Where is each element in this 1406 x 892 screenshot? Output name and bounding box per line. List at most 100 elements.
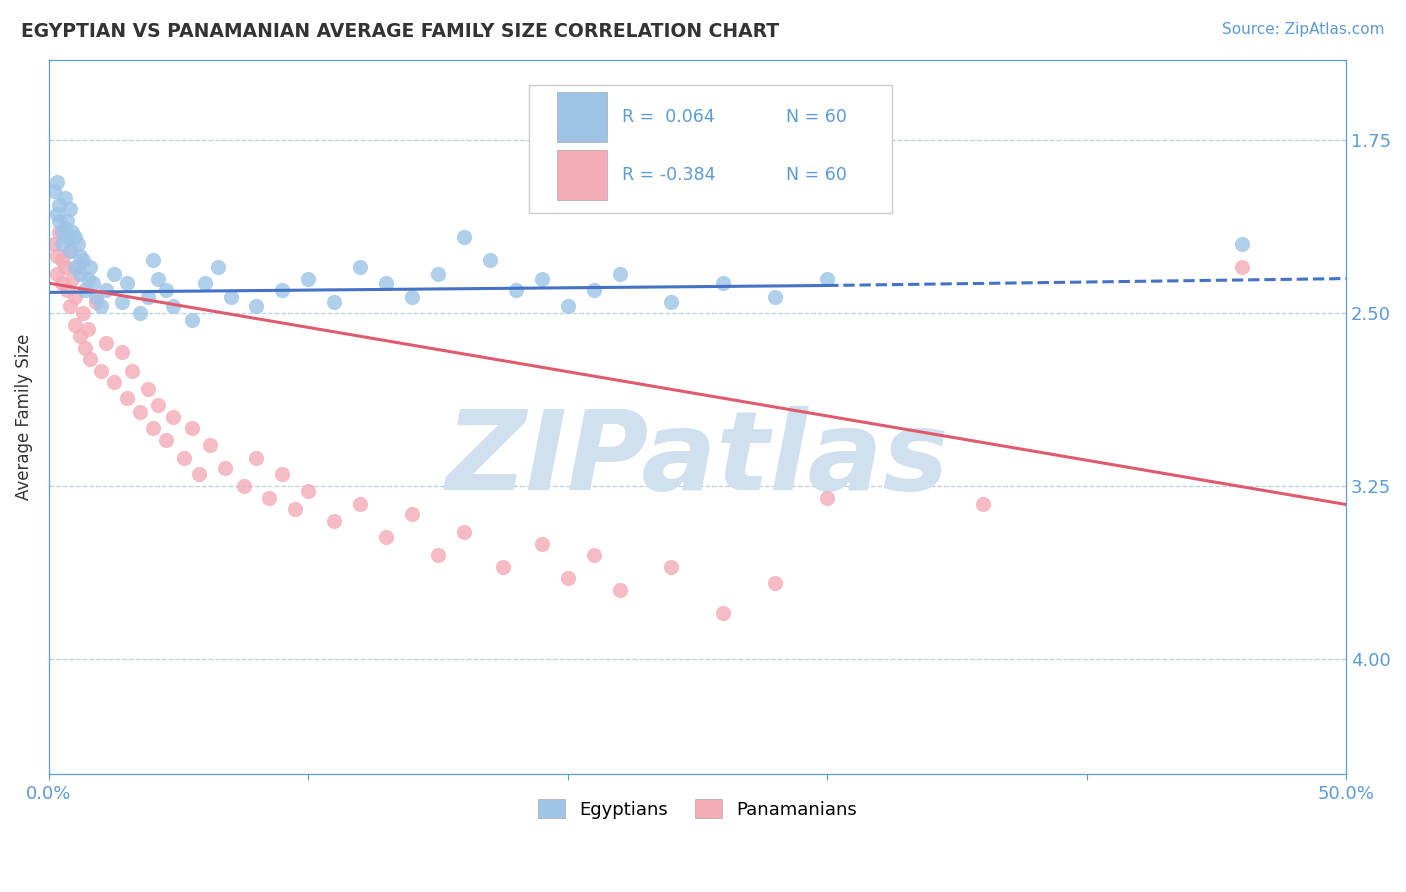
Point (214, 460, 236, 475)
Point (609, 267, 631, 281)
Point (180, 421, 202, 435)
Point (53, 220, 76, 235)
Point (66, 260, 89, 274)
Point (59, 202, 82, 217)
Point (128, 306, 150, 320)
Point (557, 571, 579, 585)
Point (162, 409, 184, 424)
Point (59, 244, 82, 258)
Point (79, 352, 101, 367)
Point (711, 606, 734, 620)
Point (530, 271, 553, 285)
Point (75, 341, 97, 355)
Text: R =  0.064: R = 0.064 (623, 109, 716, 127)
Point (815, 271, 838, 285)
Point (297, 483, 319, 498)
Point (711, 276, 734, 290)
Point (259, 491, 281, 505)
Point (427, 267, 450, 281)
Point (146, 271, 169, 285)
Point (142, 421, 165, 435)
Point (207, 260, 229, 274)
Point (56, 214, 79, 228)
Point (1230, 260, 1253, 274)
Point (82, 276, 104, 290)
Point (90, 364, 112, 378)
Point (815, 491, 838, 505)
Point (79, 260, 101, 274)
Point (45, 207, 67, 221)
Point (661, 294, 683, 309)
FancyBboxPatch shape (557, 93, 606, 143)
Point (45, 267, 67, 281)
Point (45, 248, 67, 262)
Text: Source: ZipAtlas.com: Source: ZipAtlas.com (1222, 22, 1385, 37)
Point (297, 271, 319, 285)
Point (505, 283, 527, 297)
Point (155, 283, 177, 297)
Point (188, 467, 211, 482)
Point (198, 437, 221, 451)
Y-axis label: Average Family Size: Average Family Size (15, 334, 32, 500)
Point (401, 290, 423, 304)
Point (323, 294, 346, 309)
Point (1230, 237, 1253, 252)
Point (142, 253, 165, 268)
Point (194, 276, 217, 290)
Point (94, 336, 117, 351)
Point (146, 398, 169, 412)
Point (103, 267, 125, 281)
Point (72, 253, 94, 268)
Point (427, 548, 450, 562)
Point (59, 244, 82, 258)
Point (115, 276, 138, 290)
Point (63, 318, 86, 332)
Point (45, 175, 67, 189)
Point (763, 575, 786, 590)
Point (53, 260, 76, 274)
Point (530, 536, 553, 550)
Point (219, 290, 242, 304)
Point (44, 184, 66, 198)
FancyBboxPatch shape (529, 85, 891, 213)
Point (271, 283, 294, 297)
Text: ZIPatlas: ZIPatlas (446, 406, 949, 513)
Point (94, 283, 117, 297)
Point (77, 322, 100, 336)
Text: EGYPTIAN VS PANAMANIAN AVERAGE FAMILY SIZE CORRELATION CHART: EGYPTIAN VS PANAMANIAN AVERAGE FAMILY SI… (21, 22, 779, 41)
Point (51, 276, 73, 290)
Point (44, 237, 66, 252)
Point (110, 294, 132, 309)
Point (349, 260, 371, 274)
Point (48, 214, 70, 228)
Point (323, 514, 346, 528)
Point (453, 230, 475, 244)
Point (375, 276, 398, 290)
Point (56, 283, 79, 297)
Point (60, 271, 83, 285)
Point (90, 299, 112, 313)
Point (51, 237, 73, 252)
Point (582, 283, 605, 297)
Point (63, 290, 86, 304)
Point (63, 260, 86, 274)
Point (48, 198, 70, 212)
Point (661, 559, 683, 574)
Point (492, 559, 515, 574)
Point (478, 253, 501, 268)
Point (180, 313, 202, 327)
Point (401, 507, 423, 521)
Point (582, 548, 605, 562)
Point (66, 237, 89, 252)
Text: R = -0.384: R = -0.384 (623, 166, 716, 184)
Point (271, 467, 294, 482)
Point (609, 582, 631, 597)
Point (121, 364, 143, 378)
Point (128, 405, 150, 419)
Point (557, 299, 579, 313)
Point (53, 191, 76, 205)
Point (375, 530, 398, 544)
Point (60, 226, 83, 240)
Text: N = 60: N = 60 (786, 166, 846, 184)
Point (115, 392, 138, 406)
